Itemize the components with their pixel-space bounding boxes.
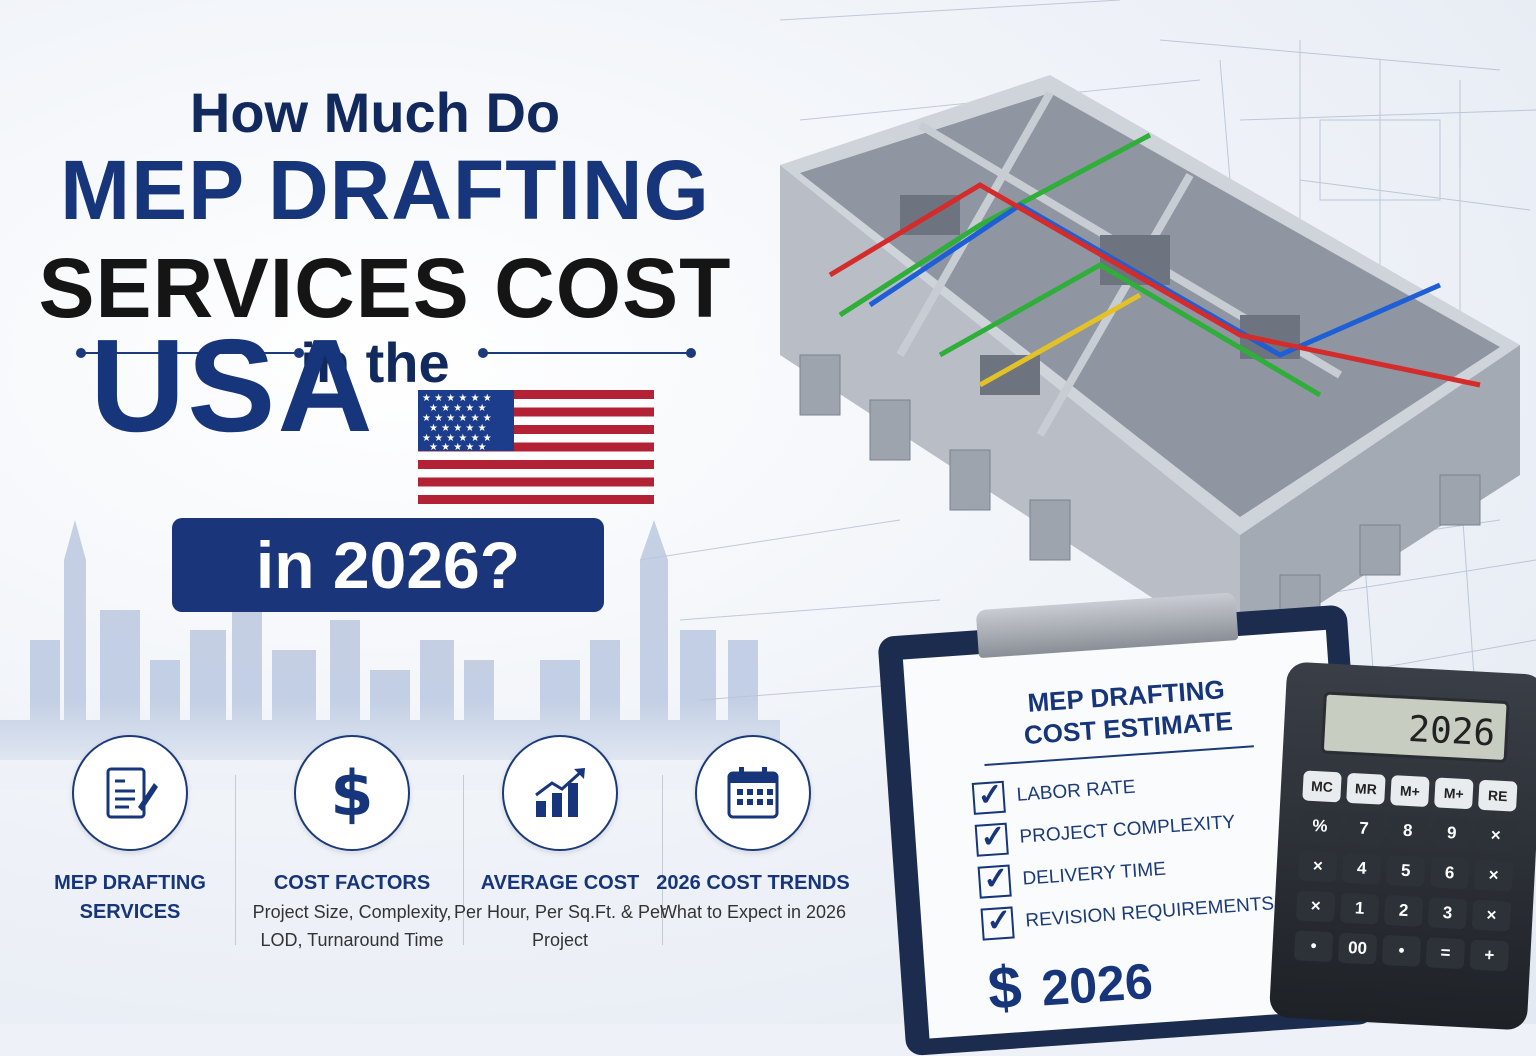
calculator-key: × bbox=[1471, 899, 1512, 932]
svg-text:★ ★ ★ ★ ★: ★ ★ ★ ★ ★ bbox=[429, 423, 487, 434]
calculator-key: = bbox=[1425, 937, 1466, 970]
total-value: 2026 bbox=[1039, 952, 1155, 1017]
calculator-keypad: MC MR M+ M+ RE% 7 8 9 × × 4 5 6 × × 1 2 3 × • 00 • = + bbox=[1293, 770, 1524, 972]
separator bbox=[463, 775, 464, 945]
headline-line4: in the bbox=[300, 331, 450, 394]
calculator-key: × bbox=[1295, 890, 1336, 923]
feature-cost-trends: 2026 COST TRENDS What to Expect in 2026 bbox=[643, 735, 863, 926]
svg-text:★ ★ ★ ★ ★: ★ ★ ★ ★ ★ bbox=[429, 403, 487, 414]
calculator-key: % bbox=[1300, 810, 1340, 843]
svg-text:★ ★ ★ ★ ★ ★: ★ ★ ★ ★ ★ ★ bbox=[422, 433, 492, 444]
estimate-total: $2026 bbox=[986, 943, 1155, 1023]
checkbox-icon bbox=[971, 780, 1006, 815]
calculator-key: + bbox=[1469, 939, 1510, 972]
feature-title: 2026 COST TRENDS bbox=[656, 872, 850, 894]
calculator-key: 8 bbox=[1388, 815, 1428, 847]
feature-title: AVERAGE COST bbox=[480, 872, 640, 894]
feature-desc: Project Size, Complexity, LOD, Turnaroun… bbox=[252, 902, 452, 950]
calendar-icon bbox=[695, 735, 811, 851]
calculator: 2026 MC MR M+ M+ RE% 7 8 9 × × 4 5 6 × × 1 2 3 × • 00 • = + bbox=[1268, 661, 1536, 1031]
svg-text:★ ★ ★ ★ ★: ★ ★ ★ ★ ★ bbox=[429, 442, 487, 453]
feature-average-cost: AVERAGE COST Per Hour, Per Sq.Ft. & Per … bbox=[450, 735, 670, 954]
feature-desc: What to Expect in 2026 bbox=[659, 902, 847, 922]
calculator-key: RE bbox=[1477, 779, 1518, 812]
svg-text:★ ★ ★ ★ ★ ★: ★ ★ ★ ★ ★ ★ bbox=[422, 413, 492, 424]
total-symbol: $ bbox=[985, 953, 1024, 1023]
calculator-key: MR bbox=[1346, 772, 1386, 805]
calculator-key: 5 bbox=[1385, 854, 1426, 887]
us-flag-icon: ★ ★ ★ ★ ★ ★ ★ ★ ★ ★ ★ ★ ★ ★ ★ ★ ★ ★ ★ ★ … bbox=[418, 390, 654, 504]
feature-title: COST FACTORS bbox=[273, 872, 431, 894]
year-banner: in 2026? bbox=[172, 518, 604, 612]
dollar-icon: $ bbox=[294, 735, 410, 851]
calculator-key: • bbox=[1381, 934, 1422, 967]
feature-title: MEP DRAFTING SERVICES bbox=[54, 872, 206, 923]
divider-left bbox=[76, 348, 304, 358]
calculator-key: M+ bbox=[1434, 777, 1474, 810]
country-title: USA bbox=[90, 312, 375, 459]
svg-text:★ ★ ★ ★ ★ ★: ★ ★ ★ ★ ★ ★ bbox=[422, 393, 492, 404]
calculator-key: 4 bbox=[1341, 852, 1382, 885]
calculator-key: 1 bbox=[1339, 892, 1380, 925]
calculator-key: 2 bbox=[1383, 894, 1424, 927]
feature-desc: Per Hour, Per Sq.Ft. & Per Project bbox=[453, 902, 667, 950]
headline-line3: SERVICES COST bbox=[38, 241, 732, 335]
headline-line1: How Much Do bbox=[189, 81, 561, 144]
calculator-key: 6 bbox=[1429, 857, 1470, 890]
calculator-key: × bbox=[1475, 819, 1516, 852]
checklist-item: DELIVERY TIME bbox=[977, 854, 1167, 899]
separator bbox=[662, 775, 663, 945]
calculator-key: × bbox=[1298, 850, 1338, 883]
checklist-item: LABOR RATE bbox=[971, 772, 1137, 815]
divider-right bbox=[478, 348, 696, 358]
checkbox-icon bbox=[977, 864, 1012, 899]
checkbox-icon bbox=[974, 822, 1009, 857]
calculator-key: 00 bbox=[1337, 932, 1378, 965]
growth-chart-icon bbox=[502, 735, 618, 851]
calculator-display: 2026 bbox=[1320, 691, 1510, 764]
mep-building-model bbox=[780, 75, 1520, 655]
calculator-key: 7 bbox=[1344, 812, 1384, 845]
document-pen-icon bbox=[72, 735, 188, 851]
feature-cost-factors: $ COST FACTORS Project Size, Complexity,… bbox=[242, 735, 462, 954]
calculator-key: 9 bbox=[1431, 817, 1472, 850]
calculator-key: 3 bbox=[1427, 897, 1468, 930]
calculator-key: MC bbox=[1302, 770, 1342, 803]
calculator-key: × bbox=[1473, 859, 1514, 892]
separator bbox=[235, 775, 236, 945]
checklist-item: REVISION REQUIREMENTS bbox=[980, 888, 1276, 941]
checklist-item: PROJECT COMPLEXITY bbox=[974, 807, 1237, 857]
headline-line2: MEP DRAFTING bbox=[60, 143, 710, 237]
clipboard-title: MEP DRAFTING COST ESTIMATE bbox=[975, 670, 1279, 755]
calculator-key: • bbox=[1293, 930, 1334, 963]
feature-mep-drafting-services: MEP DRAFTING SERVICES bbox=[20, 735, 240, 927]
calculator-key: M+ bbox=[1390, 775, 1430, 808]
checkbox-icon bbox=[980, 906, 1015, 941]
